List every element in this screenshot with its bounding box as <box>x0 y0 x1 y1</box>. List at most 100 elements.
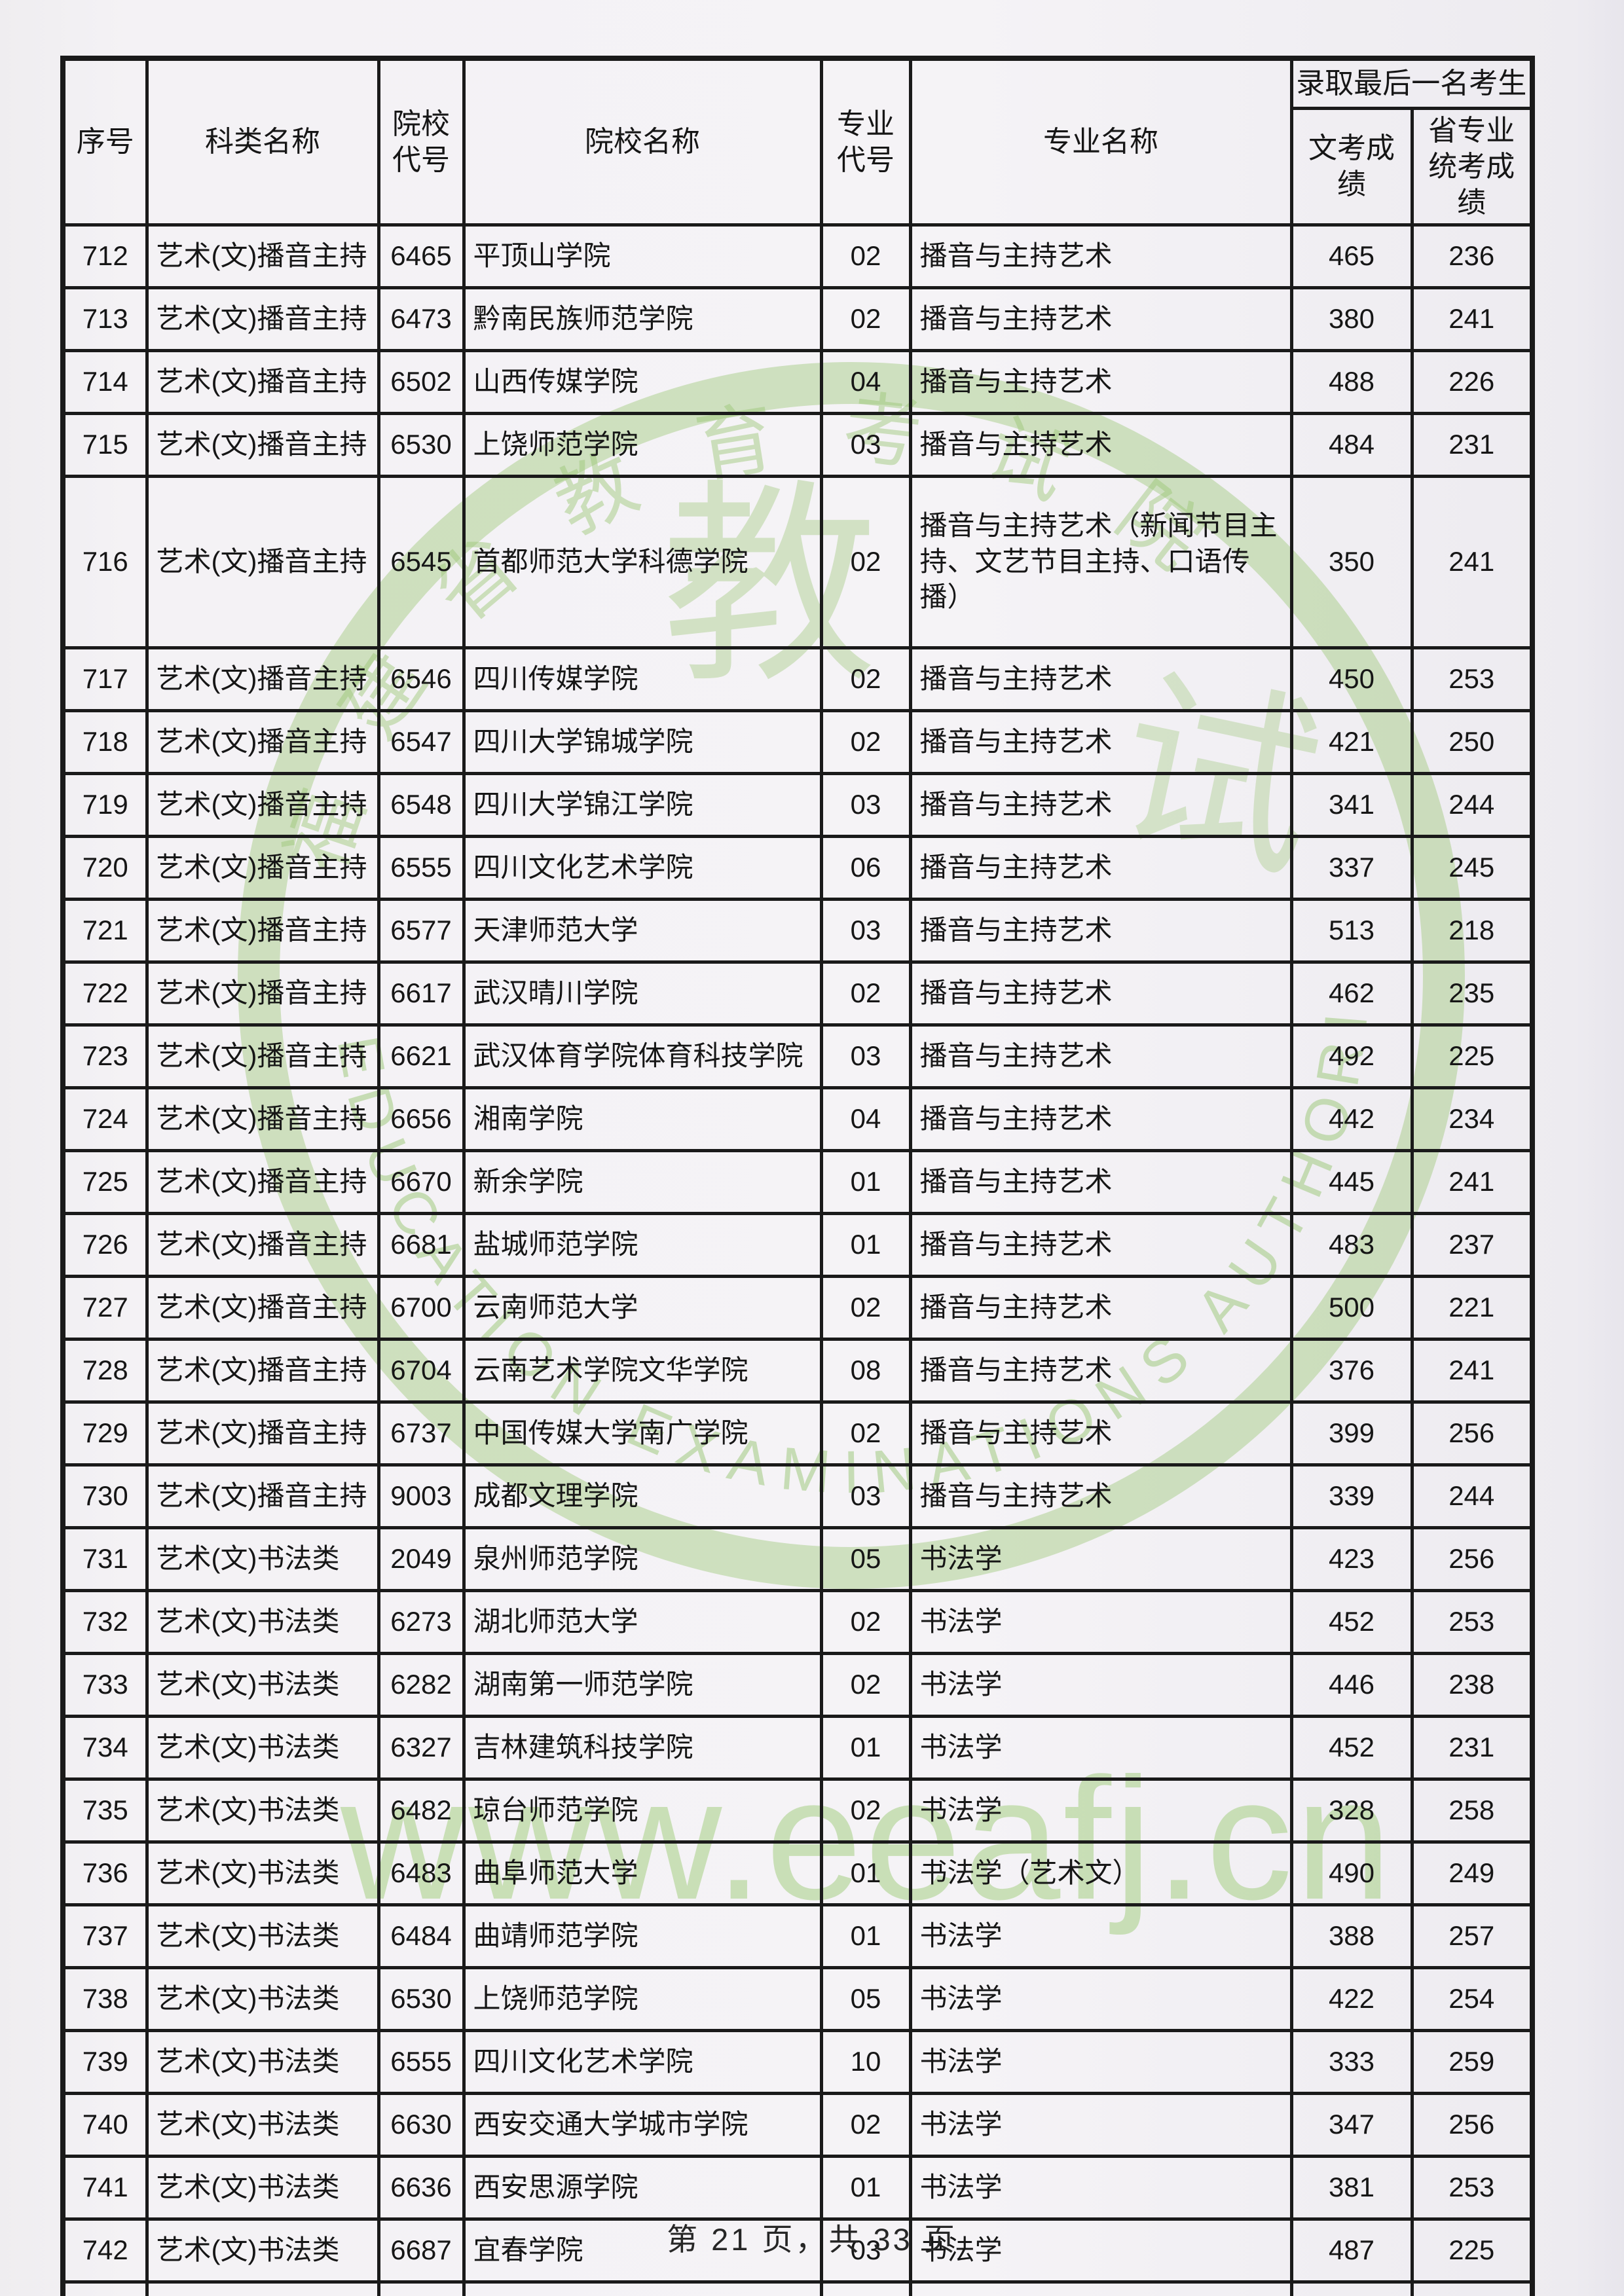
college-name: 琼台师范学院 <box>462 1777 823 1844</box>
table-row: 733 艺术(文)书法类 6282 湖南第一师范学院 02 书法学 446 238 <box>61 1651 1534 1718</box>
major-code: 01 <box>819 1840 912 1906</box>
major-code: 02 <box>819 646 912 712</box>
table-row: 743艺术(文)书法类6700云南师范大学03书法学306273 <box>61 2280 1534 2296</box>
college-code: 6636 <box>377 2154 466 2221</box>
major-code: 02 <box>819 1400 912 1467</box>
college-name: 宜春学院 <box>462 2217 823 2284</box>
college-name: 武汉晴川学院 <box>462 960 823 1027</box>
row-seq: 730 <box>61 1463 149 1529</box>
college-name: 黔南民族师范学院 <box>462 285 823 352</box>
college-code: 6555 <box>377 2028 466 2095</box>
row-seq: 727 <box>61 1274 149 1341</box>
written-score: 339 <box>1289 1463 1414 1529</box>
provincial-score: 241 <box>1410 474 1534 649</box>
table-row: 737 艺术(文)书法类 6484 曲靖师范学院 01 书法学 388 257 <box>61 1903 1534 1969</box>
major-name: 播音与主持艺术 <box>908 348 1293 415</box>
row-seq: 732 <box>61 1588 149 1655</box>
major-name: 播音与主持艺术 <box>908 960 1293 1027</box>
provincial-score: 254 <box>1410 1965 1534 2032</box>
provincial-score: 241 <box>1410 1148 1534 1215</box>
major-name: 播音与主持艺术 <box>908 1085 1293 1152</box>
major-name: 播音与主持艺术 <box>908 1211 1293 1278</box>
college-code: 6282 <box>377 1651 466 1718</box>
written-score: 462 <box>1289 960 1414 1027</box>
provincial-score: 237 <box>1410 1211 1534 1278</box>
major-name: 播音与主持艺术 <box>908 897 1293 964</box>
row-seq: 722 <box>61 960 149 1027</box>
major-code: 04 <box>819 1085 912 1152</box>
row-seq: 729 <box>61 1400 149 1467</box>
written-score: 381 <box>1289 2154 1414 2221</box>
major-name: 播音与主持艺术 <box>908 223 1293 289</box>
provincial-score: 236 <box>1410 223 1534 289</box>
table-row: 721 艺术(文)播音主持 6577 天津师范大学 03 播音与主持艺术 513 218 <box>61 897 1534 964</box>
provincial-score: 231 <box>1410 411 1534 478</box>
college-name: 四川大学锦城学院 <box>462 708 823 775</box>
table-row: 739 艺术(文)书法类 6555 四川文化艺术学院 10 书法学 333 259 <box>61 2028 1534 2095</box>
major-code: 01 <box>819 1714 912 1781</box>
major-code: 02 <box>819 1651 912 1718</box>
row-seq: 737 <box>61 1903 149 1969</box>
provincial-score: 225 <box>1410 2217 1534 2284</box>
major-name: 播音与主持艺术（新闻节目主持、文艺节目主持、口语传播） <box>908 474 1293 649</box>
college-name: 上饶师范学院 <box>462 411 823 478</box>
provincial-score: 231 <box>1410 1714 1534 1781</box>
major-name: 书法学 <box>908 1777 1293 1844</box>
category-name: 艺术(文)播音主持 <box>145 1085 380 1152</box>
major-code: 02 <box>819 474 912 649</box>
category-name: 艺术(文)书法类 <box>145 1840 380 1906</box>
header-category: 科类名称 <box>145 56 380 227</box>
written-score: 350 <box>1289 474 1414 649</box>
college-name: 云南师范大学 <box>462 1274 823 1341</box>
college-code: 6630 <box>377 2091 466 2158</box>
row-seq: 720 <box>61 834 149 901</box>
provincial-score: 225 <box>1410 1023 1534 1089</box>
row-seq: 733 <box>61 1651 149 1718</box>
header-seq: 序号 <box>61 56 149 227</box>
college-name: 四川传媒学院 <box>462 646 823 712</box>
college-name: 山西传媒学院 <box>462 348 823 415</box>
category-name: 艺术(文)播音主持 <box>145 1211 380 1278</box>
row-seq: 738 <box>61 1965 149 2032</box>
college-name: 曲靖师范学院 <box>462 1903 823 1969</box>
college-name: 湘南学院 <box>462 1085 823 1152</box>
row-seq: 731 <box>61 1525 149 1592</box>
category-name: 艺术(文)播音主持 <box>145 1023 380 1089</box>
table-row: 715 艺术(文)播音主持 6530 上饶师范学院 03 播音与主持艺术 484 231 <box>61 411 1534 478</box>
college-name: 湖南第一师范学院 <box>462 1651 823 1718</box>
table-row: 725 艺术(文)播音主持 6670 新余学院 01 播音与主持艺术 445 241 <box>61 1148 1534 1215</box>
major-code: 04 <box>819 348 912 415</box>
written-score: 446 <box>1289 1651 1414 1718</box>
table-row: 730 艺术(文)播音主持 9003 成都文理学院 03 播音与主持艺术 339 244 <box>61 1463 1534 1529</box>
major-name: 书法学（艺术文） <box>908 1840 1293 1906</box>
row-seq: 719 <box>61 771 149 838</box>
table-row: 724 艺术(文)播音主持 6656 湘南学院 04 播音与主持艺术 442 234 <box>61 1085 1534 1152</box>
provincial-score: 250 <box>1410 708 1534 775</box>
college-code: 6700 <box>377 2280 466 2296</box>
college-name: 西安交通大学城市学院 <box>462 2091 823 2158</box>
major-code: 03 <box>819 771 912 838</box>
major-code: 03 <box>819 2280 912 2296</box>
major-name: 书法学 <box>908 2028 1293 2095</box>
table-row: 742 艺术(文)书法类 6687 宜春学院 03 书法学 487 225 <box>61 2217 1534 2284</box>
category-name: 艺术(文)书法类 <box>145 2154 380 2221</box>
written-score: 483 <box>1289 1211 1414 1278</box>
college-name: 云南艺术学院文华学院 <box>462 1337 823 1404</box>
table-row: 718 艺术(文)播音主持 6547 四川大学锦城学院 02 播音与主持艺术 421 250 <box>61 708 1534 775</box>
college-name: 西安思源学院 <box>462 2154 823 2221</box>
college-name: 天津师范大学 <box>462 897 823 964</box>
written-score: 423 <box>1289 1525 1414 1592</box>
major-code: 02 <box>819 223 912 289</box>
major-name: 播音与主持艺术 <box>908 1463 1293 1529</box>
written-score: 341 <box>1289 771 1414 838</box>
category-name: 艺术(文)播音主持 <box>145 348 380 415</box>
major-name: 播音与主持艺术 <box>908 1337 1293 1404</box>
provincial-score: 244 <box>1410 1463 1534 1529</box>
row-seq: 728 <box>61 1337 149 1404</box>
category-name: 艺术(文)书法类 <box>145 1525 380 1592</box>
provincial-score: 221 <box>1410 1274 1534 1341</box>
row-seq: 726 <box>61 1211 149 1278</box>
header-college-name: 院校名称 <box>462 56 823 227</box>
table-row: 738 艺术(文)书法类 6530 上饶师范学院 05 书法学 422 254 <box>61 1965 1534 2032</box>
row-seq: 734 <box>61 1714 149 1781</box>
